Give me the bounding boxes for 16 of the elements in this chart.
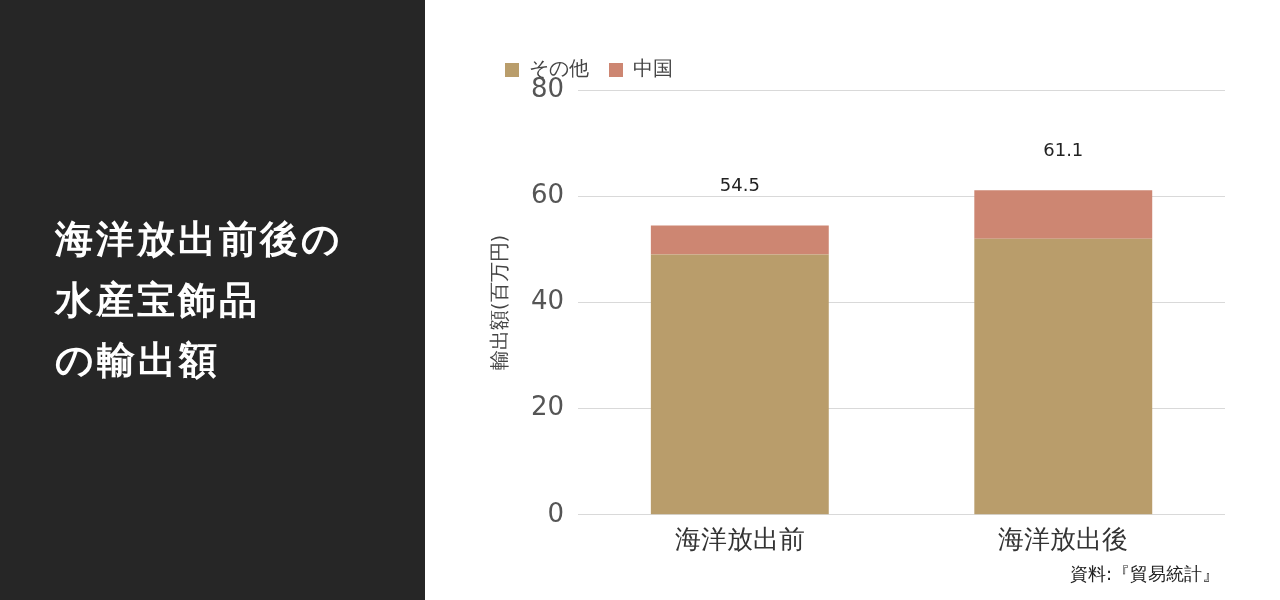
bar <box>974 190 1153 239</box>
bar <box>650 225 829 255</box>
y-axis-title: 輸出額(百万円) <box>487 234 512 371</box>
total-label: 61.1 <box>1043 139 1084 161</box>
bar <box>974 238 1153 515</box>
x-tick-label: 海洋放出前 <box>674 524 805 555</box>
y-tick-label: 20 <box>530 391 565 422</box>
y-tick-label: 40 <box>530 285 565 316</box>
y-tick-label: 60 <box>530 178 565 209</box>
text: 資料:『貿易統計』 <box>1069 562 1220 586</box>
legend-label: 中国 <box>633 56 673 81</box>
total-label: 54.5 <box>719 174 760 196</box>
y-tick-label: 0 <box>547 497 565 528</box>
x-tick-label: 海洋放出後 <box>998 524 1129 555</box>
text: 海洋放出前後の水産宝飾品の輸出額 <box>55 215 343 385</box>
bar <box>650 254 829 515</box>
